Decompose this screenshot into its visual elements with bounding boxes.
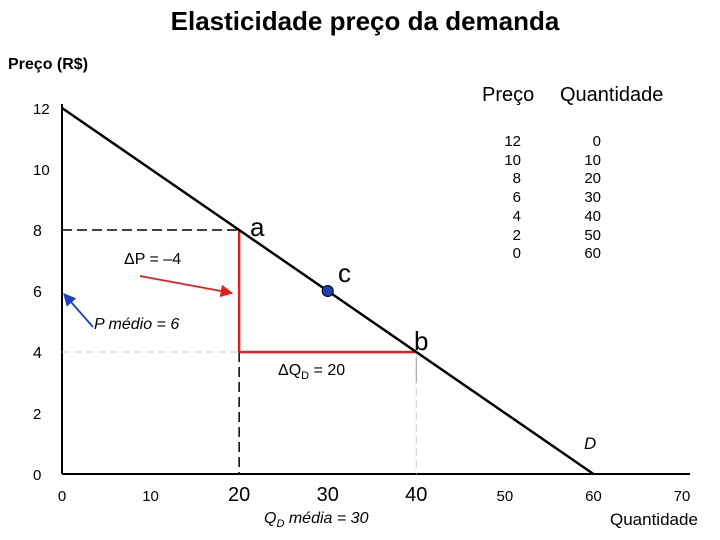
p-medio-label: P médio = 6 <box>94 316 180 333</box>
table-cell-quantity: 20 <box>584 170 601 188</box>
x-axis-label: Quantidade <box>610 510 698 529</box>
delta-p-arrow <box>139 275 234 298</box>
table-cell-price: 0 <box>512 245 521 263</box>
table-cell-quantity: 0 <box>592 133 601 150</box>
chart-title: Elasticidade preço da demanda <box>170 6 560 36</box>
x-tick-label: 30 <box>317 484 339 506</box>
y-tick-label: 4 <box>33 345 42 362</box>
x-tick-label: 0 <box>58 488 66 505</box>
table-cell-quantity: 50 <box>584 226 601 244</box>
x-tick-label: 20 <box>228 484 250 506</box>
table-cell-quantity: 30 <box>584 189 601 207</box>
y-tick-label: 6 <box>33 284 42 301</box>
delta-p-label: ΔP = –4 <box>124 251 182 268</box>
y-tick-label: 0 <box>33 467 41 484</box>
y-tick-label: 2 <box>33 406 41 423</box>
y-axis-label: Preço (R$) <box>8 56 89 73</box>
y-tick-label: 10 <box>33 162 50 179</box>
table-column-quantity: 0 10 20 30 40 50 60 <box>560 133 601 264</box>
point-b-label: b <box>414 326 429 356</box>
table-cell-price: 2 <box>512 226 521 244</box>
table-cell-quantity: 10 <box>584 151 601 169</box>
x-tick-label: 10 <box>142 488 159 505</box>
table-cell-price: 12 <box>504 133 521 150</box>
table-cell-quantity: 60 <box>584 245 601 263</box>
table-cell-price: 10 <box>504 151 521 169</box>
x-tick-label: 40 <box>405 484 427 506</box>
point-a-label: a <box>250 212 265 242</box>
y-tick-label: 8 <box>33 223 42 240</box>
x-tick-label: 50 <box>497 488 514 505</box>
q-media-label: QD média = 30 <box>264 510 369 531</box>
table-cell-price: 8 <box>512 170 521 188</box>
table-cell-price: 4 <box>512 207 521 225</box>
delta-q-label: ΔQD = 20 <box>278 362 346 383</box>
table-cell-quantity: 40 <box>584 207 601 225</box>
table-column-price: 12 10 8 6 4 2 0 <box>486 133 521 264</box>
point-c-label: c <box>338 258 351 288</box>
point-c-marker <box>321 285 334 297</box>
x-tick-label: 70 <box>674 488 691 505</box>
p-medio-arrow <box>63 293 94 328</box>
x-tick-label: 60 <box>585 488 602 505</box>
y-tick-label: 12 <box>33 101 50 118</box>
table-cell-price: 6 <box>512 189 521 207</box>
table-header-quantity: Quantidade <box>560 84 664 106</box>
demand-curve-label: D <box>584 434 597 453</box>
table-header-price: Preço <box>482 84 535 106</box>
